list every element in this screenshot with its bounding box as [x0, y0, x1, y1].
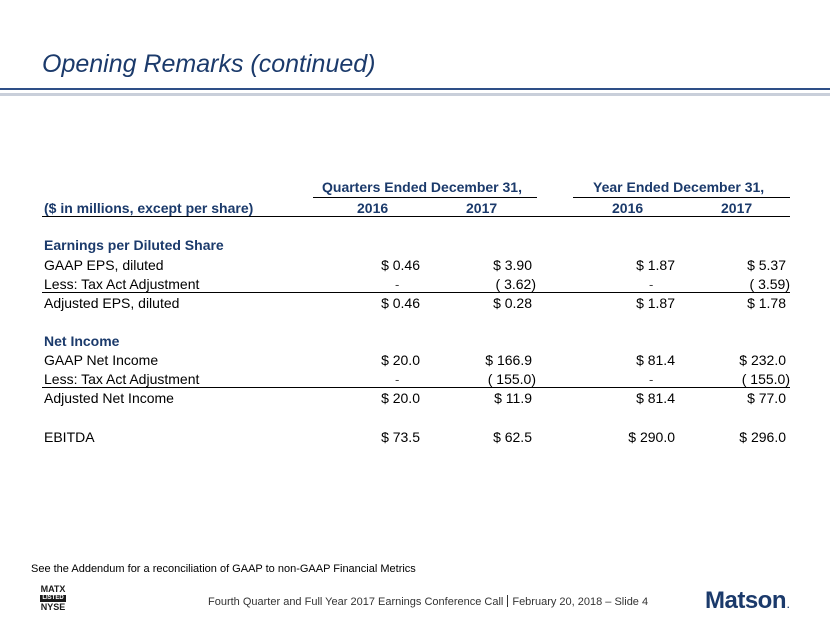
cell-y2017: $ 5.37	[747, 257, 786, 273]
footer-date-slide: February 20, 2018 – Slide 4	[512, 596, 649, 608]
cell-y2017: ( 3.59)	[749, 276, 790, 292]
matson-logo-mark: .	[787, 600, 790, 610]
cell-q2017: $ 3.90	[493, 257, 532, 273]
cell-q2016: $ 20.0	[381, 352, 420, 368]
row-label: EBITDA	[44, 429, 95, 445]
footer: Fourth Quarter and Full Year 2017 Earnin…	[208, 595, 648, 608]
cell-q2016: -	[395, 372, 400, 387]
cell-q2016: $ 0.46	[381, 295, 420, 311]
nyse-listed-logo: MATX LISTED NYSE	[38, 585, 68, 612]
cell-q2017: $ 11.9	[494, 390, 532, 406]
cell-q2017: ( 3.62)	[495, 276, 536, 292]
subtotal-rule-net-income	[42, 387, 790, 388]
row-label: Less: Tax Act Adjustment	[44, 276, 200, 292]
cell-y2017: $ 77.0	[747, 390, 786, 406]
title-rule-shadow	[0, 93, 830, 96]
cell-y2016: $ 81.4	[636, 390, 675, 406]
cell-q2016: $ 0.46	[381, 257, 420, 273]
group-rule-year	[573, 197, 790, 198]
cell-y2017: ( 155.0)	[741, 371, 790, 387]
nyse-logo-top: MATX	[40, 584, 66, 594]
cell-y2016: $ 1.87	[636, 257, 675, 273]
footnote: See the Addendum for a reconciliation of…	[31, 563, 416, 575]
footer-divider	[507, 595, 509, 607]
cell-q2016: $ 73.5	[381, 429, 420, 445]
cell-y2016: -	[649, 372, 654, 387]
row-label: Less: Tax Act Adjustment	[44, 371, 200, 387]
cell-q2016: $ 20.0	[381, 390, 420, 406]
group-rule-quarters	[313, 197, 537, 198]
cell-q2017: ( 155.0)	[487, 371, 536, 387]
group-header-quarters: Quarters Ended December 31,	[322, 179, 522, 195]
cell-y2016: $ 81.4	[636, 352, 675, 368]
cell-q2017: $ 62.5	[493, 429, 532, 445]
row-label: GAAP EPS, diluted	[44, 257, 164, 273]
subtotal-rule-eps	[42, 292, 790, 293]
section-net-income: Net Income	[44, 333, 120, 349]
cell-y2017: $ 232.0	[739, 352, 786, 368]
cell-y2016: $ 1.87	[636, 295, 675, 311]
row-label: Adjusted Net Income	[44, 390, 174, 406]
matson-logo: Matson.	[705, 587, 790, 615]
footer-event: Fourth Quarter and Full Year 2017 Earnin…	[208, 596, 504, 608]
col-header-y2016: 2016	[612, 200, 644, 216]
col-header-y2017: 2017	[721, 200, 753, 216]
section-eps: Earnings per Diluted Share	[44, 237, 224, 253]
row-label: GAAP Net Income	[44, 352, 159, 368]
row-label: Adjusted EPS, diluted	[44, 295, 180, 311]
title-rule	[0, 88, 830, 90]
group-header-year: Year Ended December 31,	[593, 179, 765, 195]
slide-title: Opening Remarks (continued)	[42, 50, 376, 78]
cell-y2017: $ 1.78	[747, 295, 786, 311]
header-rule	[42, 216, 790, 217]
col-header-q2017: 2017	[466, 200, 498, 216]
nyse-logo-bottom: NYSE	[40, 602, 66, 612]
label-header: ($ in millions, except per share)	[44, 200, 254, 216]
cell-y2016: $ 290.0	[628, 429, 675, 445]
col-header-q2016: 2016	[357, 200, 389, 216]
cell-q2017: $ 166.9	[485, 352, 532, 368]
cell-y2016: -	[649, 277, 654, 292]
cell-q2017: $ 0.28	[493, 295, 532, 311]
matson-logo-text: Matson	[705, 587, 787, 614]
cell-q2016: -	[395, 277, 400, 292]
nyse-logo-mid: LISTED	[40, 595, 66, 602]
cell-y2017: $ 296.0	[739, 429, 786, 445]
